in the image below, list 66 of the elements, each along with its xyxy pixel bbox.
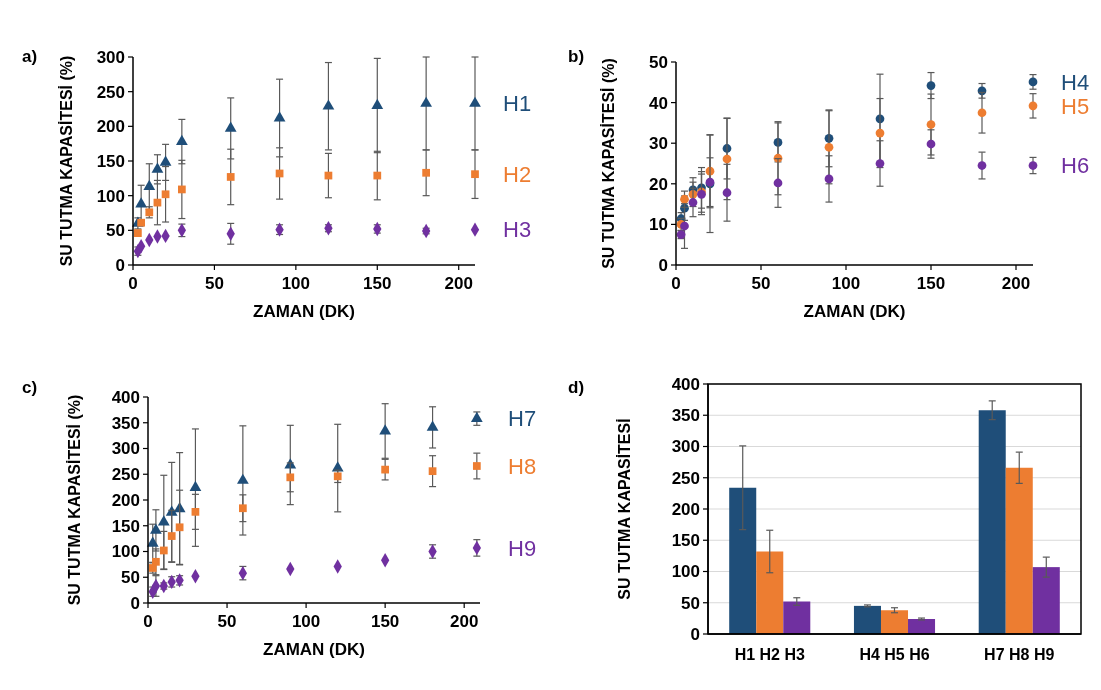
- series-label: H7: [508, 406, 537, 432]
- y-tick-label: 50: [106, 221, 125, 241]
- y-tick-label: 100: [111, 542, 140, 562]
- x-tick-label: H1 H2 H3: [734, 646, 805, 663]
- y-tick-label: 350: [671, 406, 700, 426]
- x-tick-label: 50: [751, 274, 771, 293]
- y-tick-label: 200: [671, 499, 700, 519]
- y-tick-label: 100: [671, 562, 700, 582]
- y-tick-label: 200: [96, 117, 125, 137]
- series-label: H8: [508, 453, 537, 479]
- series-label: H9: [508, 535, 537, 561]
- y-tick-label: 100: [96, 186, 125, 206]
- x-tick-label: 200: [444, 274, 473, 293]
- text: d): [568, 378, 585, 397]
- x-axis-title: ZAMAN (DK): [263, 640, 365, 659]
- x-tick-label: 100: [281, 274, 311, 293]
- y-tick-label: 150: [671, 531, 700, 551]
- y-tick-label: 0: [658, 255, 668, 275]
- x-tick-label: 200: [1001, 274, 1031, 293]
- y-tick-label: 300: [671, 437, 700, 457]
- y-tick-label: 50: [121, 568, 140, 588]
- series-label: H2: [503, 161, 532, 187]
- y-axis-title: SU TUTMA KAPASİTESİ: [616, 418, 633, 600]
- y-tick-label: 400: [671, 374, 700, 394]
- series-label: H1: [503, 91, 532, 117]
- x-tick-label: 200: [450, 612, 479, 631]
- x-axis-title: ZAMAN (DK): [253, 302, 355, 321]
- x-tick-label: 50: [204, 274, 224, 293]
- x-tick-label: 100: [831, 274, 861, 293]
- y-tick-label: 30: [649, 134, 668, 154]
- x-tick-label: 0: [143, 612, 153, 631]
- y-tick-label: 200: [111, 490, 140, 510]
- text: a): [22, 47, 38, 66]
- y-tick-label: 10: [649, 215, 668, 235]
- series-label: H5: [1061, 93, 1090, 119]
- y-tick-label: 250: [96, 82, 125, 102]
- x-tick-label: 150: [370, 612, 400, 631]
- y-tick-label: 50: [681, 593, 700, 613]
- x-tick-label: 100: [291, 612, 321, 631]
- y-tick-label: 350: [111, 413, 140, 433]
- y-tick-label: 40: [649, 93, 668, 113]
- series-label: H6: [1061, 153, 1090, 179]
- y-axis-title: SU TUTMA KAPASİTESİ (%): [58, 55, 75, 267]
- y-tick-label: 250: [111, 465, 140, 485]
- y-tick-label: 20: [649, 174, 668, 194]
- y-axis-title: SU TUTMA KAPASİTESİ (%): [66, 394, 83, 606]
- x-tick-label: H4 H5 H6: [859, 646, 930, 663]
- series-label: H3: [503, 217, 532, 243]
- y-tick-label: 0: [130, 593, 140, 613]
- text: b): [568, 47, 585, 66]
- y-tick-label: 150: [96, 151, 125, 171]
- y-axis-title: SU TUTMA KAPASİTESİ (%): [600, 58, 617, 269]
- y-tick-label: 300: [111, 439, 140, 459]
- y-tick-label: 0: [115, 255, 125, 275]
- y-tick-label: 400: [111, 387, 140, 407]
- x-tick-label: H7 H8 H9: [984, 646, 1055, 663]
- series-label: H4: [1061, 69, 1090, 95]
- y-tick-label: 150: [111, 516, 140, 536]
- text: c): [22, 378, 38, 397]
- x-tick-label: 150: [363, 274, 392, 293]
- y-tick-label: 300: [96, 47, 125, 67]
- x-tick-label: 50: [217, 612, 237, 631]
- x-tick-label: 150: [916, 274, 946, 293]
- x-axis-title: ZAMAN (DK): [803, 302, 906, 321]
- y-tick-label: 50: [649, 52, 668, 72]
- y-tick-label: 250: [671, 468, 700, 488]
